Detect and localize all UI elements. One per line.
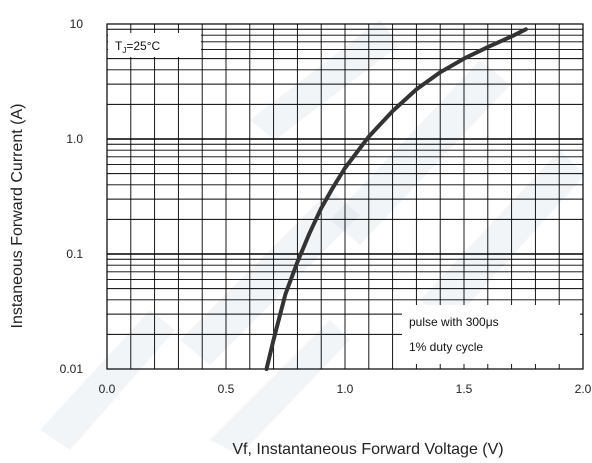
y-tick-label: 0.01 (60, 362, 84, 376)
x-tick-label: 0.0 (99, 382, 116, 396)
series-line (264, 27, 528, 371)
temperature-subscript: J (122, 46, 126, 55)
x-tick-label: 0.5 (218, 382, 235, 396)
pulse-box (402, 305, 580, 364)
temperature-box (108, 33, 201, 57)
y-axis-label: Instaneous Forward Current (A) (9, 104, 26, 329)
pulse-line-2: 1% duty cycle (409, 340, 483, 354)
temperature-annotation: TJ=25°C (115, 39, 160, 55)
series-group (264, 27, 528, 371)
temperature-prefix: T (115, 39, 123, 53)
y-tick-label: 0.1 (66, 247, 83, 261)
plot-frame (106, 23, 584, 370)
y-tick-label: 10 (70, 17, 84, 31)
x-tick-label: 2.0 (575, 382, 592, 396)
tick-labels: 0.0 0.5 1.0 1.5 2.0 0.01 0.1 1.0 10 (60, 17, 592, 396)
x-axis-label: Vf, Instantaneous Forward Voltage (V) (232, 441, 503, 458)
x-tick-label: 1.0 (337, 382, 354, 396)
pulse-line-1: pulse with 300μs (409, 315, 499, 329)
x-tick-label: 1.5 (456, 382, 473, 396)
y-tick-label: 1.0 (66, 132, 83, 146)
temperature-suffix: =25°C (126, 39, 160, 53)
watermark (40, 20, 585, 455)
